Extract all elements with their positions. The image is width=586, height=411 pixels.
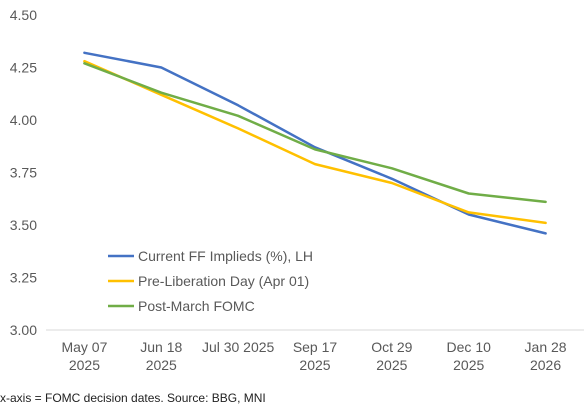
- y-axis-tick-labels: 3.00 3.25 3.50 3.75 4.00 4.25 4.50: [10, 7, 37, 338]
- x-tick-label: 2025: [146, 357, 177, 373]
- legend-label-0: Current FF Implieds (%), LH: [138, 248, 313, 264]
- x-tick-label: Sep 17: [293, 339, 338, 355]
- series-line-2: [83, 62, 547, 204]
- y-tick-label: 3.50: [10, 217, 37, 233]
- series-line-0: [83, 51, 547, 235]
- y-tick-label: 4.00: [10, 112, 37, 128]
- x-axis-tick-labels: May 07 2025 Jun 18 2025 Jul 30 2025 Sep 17 202…: [61, 339, 566, 373]
- x-tick-label: Dec 10: [447, 339, 492, 355]
- x-tick-label: Jan 28: [525, 339, 567, 355]
- x-tick-label: 2025: [453, 357, 484, 373]
- chart-footnote: x-axis = FOMC decision dates. Source: BB…: [0, 391, 266, 405]
- series-line-1: [83, 59, 547, 225]
- x-tick-label: 2025: [376, 357, 407, 373]
- x-tick-label: 2025: [299, 357, 330, 373]
- x-tick-label: 2026: [530, 357, 561, 373]
- x-tick-label: Jun 18: [140, 339, 182, 355]
- y-tick-label: 3.25: [10, 270, 37, 286]
- x-tick-label: 2025: [69, 357, 100, 373]
- x-tick-label: May 07: [61, 339, 107, 355]
- y-tick-label: 4.50: [10, 7, 37, 23]
- y-tick-label: 3.00: [10, 322, 37, 338]
- y-tick-label: 3.75: [10, 165, 37, 181]
- legend-label-1: Pre-Liberation Day (Apr 01): [138, 273, 309, 289]
- legend: Current FF Implieds (%), LH Pre-Liberatio…: [108, 248, 313, 314]
- legend-label-2: Post-March FOMC: [138, 298, 255, 314]
- x-tick-label: Oct 29: [371, 339, 412, 355]
- series-lines: [83, 51, 547, 235]
- y-tick-label: 4.25: [10, 60, 37, 76]
- x-tick-label: Jul 30 2025: [202, 339, 275, 355]
